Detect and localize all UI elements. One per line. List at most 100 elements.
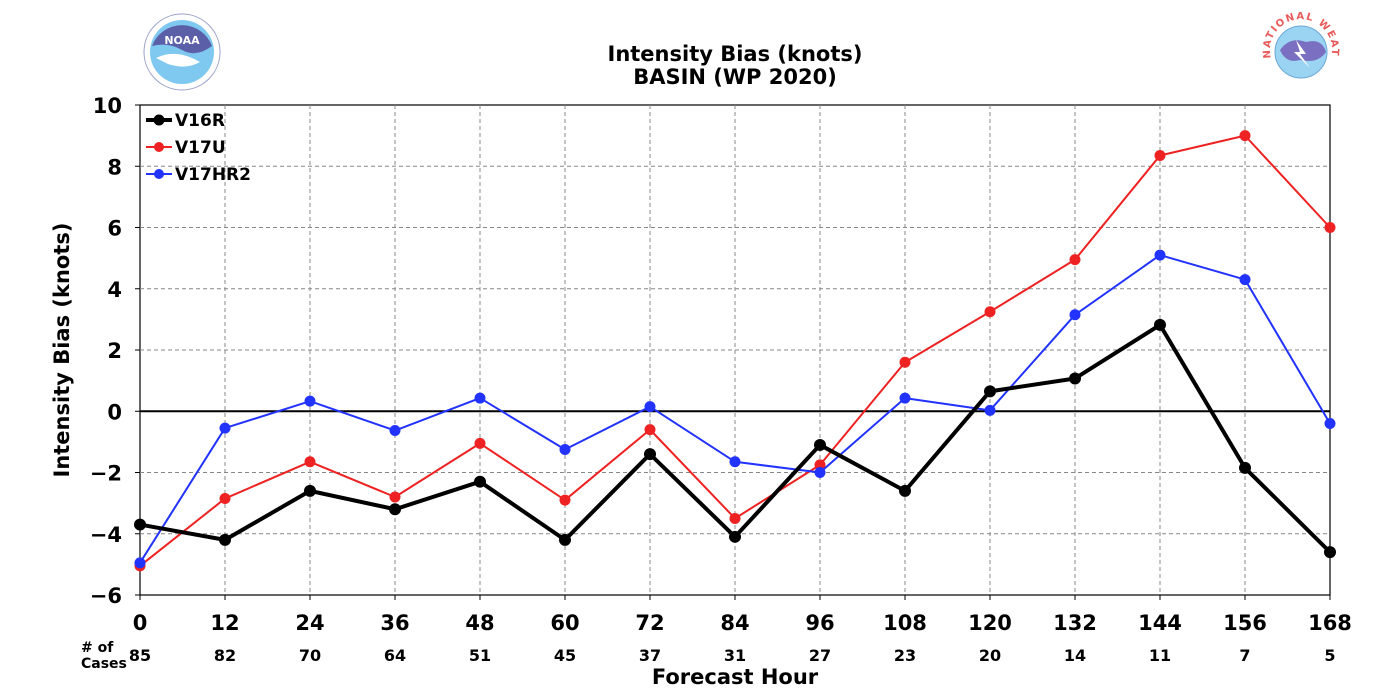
x-axis-label: Forecast Hour xyxy=(652,665,819,689)
y-tick-label: −2 xyxy=(90,462,122,486)
x-tick-labels: 0 12 24 36 48 60 72 84 96 108 120 132 144 156 168 xyxy=(133,595,1352,635)
data-point xyxy=(304,484,316,497)
data-point xyxy=(134,518,146,531)
data-point xyxy=(729,530,741,543)
y-tick-label: 6 xyxy=(107,217,122,241)
case-count: 82 xyxy=(214,646,236,665)
data-point xyxy=(559,444,571,456)
x-tick-label: 72 xyxy=(635,611,664,635)
case-count: 27 xyxy=(809,646,831,665)
case-count: 7 xyxy=(1239,646,1250,665)
data-point xyxy=(389,503,401,516)
case-count: 85 xyxy=(129,646,151,665)
data-point xyxy=(1069,372,1081,385)
legend-swatch-marker xyxy=(154,169,164,179)
noaa-logo: NOAA xyxy=(143,13,221,91)
y-axis-label: Intensity Bias (knots) xyxy=(50,223,74,478)
data-point xyxy=(899,392,911,404)
data-point xyxy=(899,356,911,368)
case-count: 5 xyxy=(1324,646,1335,665)
x-tick-label: 60 xyxy=(550,611,579,635)
data-point xyxy=(644,424,656,436)
data-point xyxy=(474,437,486,449)
y-tick-label: −4 xyxy=(90,523,122,547)
data-point xyxy=(559,494,571,506)
x-tick-label: 108 xyxy=(883,611,927,635)
data-point xyxy=(1324,546,1336,559)
data-point xyxy=(1154,318,1166,331)
data-point xyxy=(984,385,996,398)
x-tick-label: 168 xyxy=(1308,611,1352,635)
case-count: 31 xyxy=(724,646,746,665)
case-count: 70 xyxy=(299,646,321,665)
chart-title: Intensity Bias (knots) xyxy=(608,42,863,66)
data-point xyxy=(814,467,826,478)
x-tick-label: 120 xyxy=(968,611,1012,635)
data-point xyxy=(814,459,826,471)
x-tick-label: 48 xyxy=(465,611,494,635)
x-tick-label: 24 xyxy=(295,611,324,635)
data-point xyxy=(304,395,316,407)
legend-swatch-marker xyxy=(154,142,164,152)
x-tick-label: 132 xyxy=(1053,611,1097,635)
data-point xyxy=(729,456,741,468)
x-tick-label: 36 xyxy=(380,611,409,635)
legend-label: V17U xyxy=(175,138,226,158)
y-tick-label: 10 xyxy=(93,94,122,118)
grid xyxy=(140,105,1330,595)
noaa-logo-text: NOAA xyxy=(164,34,200,47)
data-point xyxy=(389,491,401,503)
y-tick-label: −6 xyxy=(90,584,122,608)
legend: V16R V17U V17HR2 xyxy=(146,111,251,185)
cases-label: # of Cases xyxy=(81,640,127,672)
legend-item-v17u: V17U xyxy=(146,138,226,158)
legend-swatch-marker xyxy=(153,114,165,126)
data-point xyxy=(559,533,571,546)
data-point xyxy=(304,456,316,468)
x-tick-label: 12 xyxy=(210,611,239,635)
data-point xyxy=(219,533,231,546)
data-point xyxy=(644,401,656,413)
legend-item-v16r: V16R xyxy=(146,111,225,131)
y-tick-labels: −6 −4 −2 0 2 4 6 8 10 xyxy=(90,94,140,608)
data-point xyxy=(389,425,401,437)
chart-subtitle: BASIN (WP 2020) xyxy=(633,65,837,89)
case-count: 11 xyxy=(1149,646,1171,665)
data-point xyxy=(1239,274,1251,286)
data-point xyxy=(1239,130,1251,142)
x-tick-label: 84 xyxy=(720,611,749,635)
data-point xyxy=(1069,254,1081,266)
y-tick-label: 8 xyxy=(107,155,122,179)
case-counts: 85 82 70 64 51 45 37 31 27 23 20 14 11 7 5 xyxy=(129,646,1336,665)
legend-label: V16R xyxy=(175,111,225,131)
series-layer xyxy=(134,130,1336,572)
case-count: 37 xyxy=(639,646,661,665)
data-point xyxy=(219,493,231,505)
data-point xyxy=(1069,309,1081,321)
y-tick-label: 0 xyxy=(107,400,122,424)
data-point xyxy=(644,448,656,461)
data-point xyxy=(219,422,231,434)
data-point xyxy=(134,557,146,569)
series-v16r xyxy=(134,318,1336,559)
data-point xyxy=(474,392,486,404)
data-point xyxy=(1239,461,1251,474)
x-tick-label: 144 xyxy=(1138,611,1182,635)
data-point xyxy=(1154,150,1166,162)
series-v17u xyxy=(134,130,1336,572)
y-tick-label: 4 xyxy=(107,278,122,302)
case-count: 20 xyxy=(979,646,1001,665)
y-tick-label: 2 xyxy=(107,339,122,363)
data-point xyxy=(1154,249,1166,261)
case-count: 45 xyxy=(554,646,576,665)
data-point xyxy=(1324,418,1336,429)
data-point xyxy=(729,512,741,524)
case-count: 64 xyxy=(384,646,406,665)
legend-label: V17HR2 xyxy=(175,165,251,185)
data-point xyxy=(899,484,911,497)
x-tick-label: 96 xyxy=(805,611,834,635)
legend-item-v17hr2: V17HR2 xyxy=(146,165,251,185)
data-point xyxy=(1324,222,1336,233)
series-v17hr2 xyxy=(134,249,1336,569)
